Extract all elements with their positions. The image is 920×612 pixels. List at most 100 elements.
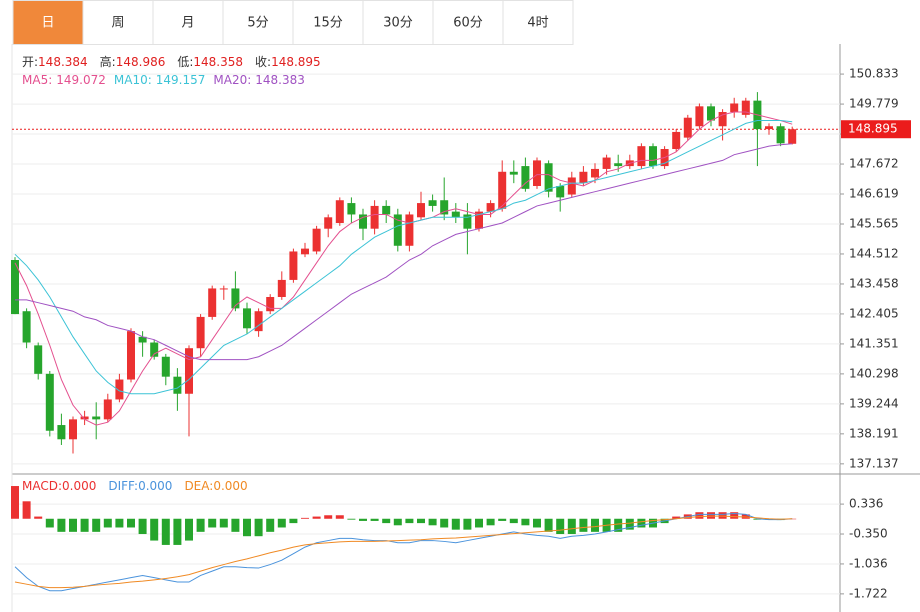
info-name: 高: — [100, 54, 116, 69]
macd-bar — [22, 501, 31, 519]
info-label: 高:148.986 — [100, 54, 166, 69]
candle-body — [11, 259, 19, 315]
candle-body — [776, 126, 785, 144]
legend-label: MA5: 149.072 — [22, 73, 106, 87]
macd-bar — [614, 518, 623, 532]
legend-value: 0.000 — [213, 479, 247, 493]
macd-bar — [718, 512, 727, 519]
candle-body — [92, 416, 101, 420]
macd-line — [14, 515, 793, 589]
macd-bar — [34, 516, 43, 519]
candle-body — [741, 100, 750, 115]
candle-body — [463, 214, 472, 229]
macd-bar — [428, 518, 437, 526]
ma-line — [14, 111, 793, 426]
candle-body — [637, 146, 646, 167]
y-tick-label: 146.619 — [849, 187, 899, 201]
candle-body — [730, 103, 739, 113]
tab[interactable] — [152, 0, 224, 45]
candle-body — [173, 376, 182, 394]
last-price-label: 148.895 — [848, 122, 898, 136]
candle-body — [103, 399, 112, 420]
macd-bar — [463, 518, 472, 530]
candle-body — [138, 336, 147, 343]
y-tick-label: 138.191 — [849, 426, 899, 440]
tab-label[interactable]: 月 — [181, 16, 194, 31]
legend-label: MACD:0.000 — [22, 479, 96, 493]
candle-body — [614, 163, 623, 167]
legend-label: DEA:0.000 — [184, 479, 247, 493]
ma-line — [14, 120, 793, 395]
candle-body — [451, 211, 460, 218]
candle-body — [289, 251, 298, 280]
candle-body — [301, 248, 309, 255]
info-label: 低:148.358 — [177, 55, 243, 69]
macd-bar — [451, 518, 460, 530]
tab-label[interactable]: 15分 — [313, 16, 343, 31]
candle-body — [486, 203, 495, 212]
tab-label[interactable]: 30分 — [383, 16, 413, 31]
y-tick-label: -0.350 — [849, 527, 888, 541]
candle-body — [707, 106, 715, 121]
candle-body — [649, 146, 657, 167]
candle-body — [324, 217, 333, 229]
tab-label[interactable]: 60分 — [453, 16, 483, 31]
tab[interactable] — [82, 0, 154, 45]
tab[interactable] — [292, 0, 364, 45]
macd-bar — [579, 518, 588, 532]
candle-body — [57, 425, 66, 440]
candle-body — [544, 163, 553, 192]
candle-body — [243, 308, 251, 329]
candle-body — [683, 117, 692, 138]
legend-name: MACD: — [22, 479, 62, 493]
candle-body — [428, 200, 437, 206]
macd-bar — [127, 518, 135, 528]
tab-label[interactable]: 日 — [41, 16, 54, 31]
macd-bar — [208, 518, 217, 528]
macd-bar — [695, 512, 704, 519]
y-tick-label: -1.722 — [849, 586, 888, 600]
candle-body — [254, 311, 263, 332]
tab[interactable] — [432, 0, 504, 45]
macd-bar — [370, 518, 379, 521]
macd-bar — [625, 518, 634, 530]
legend-name: DIFF: — [108, 479, 138, 493]
info-value: 148.384 — [38, 55, 88, 69]
macd-bar — [45, 518, 54, 528]
candle-body — [115, 379, 124, 400]
candle-body — [521, 166, 530, 189]
candle-body — [266, 296, 275, 312]
tab[interactable] — [12, 0, 84, 45]
tab-label[interactable]: 周 — [111, 16, 124, 31]
macd-bar — [347, 518, 356, 520]
legend-label: MA20: 148.383 — [213, 73, 305, 87]
macd-bar — [115, 518, 124, 528]
macd-bar — [277, 518, 286, 528]
last-price-box — [841, 120, 911, 139]
macd-bar — [730, 512, 739, 519]
candle-body — [718, 112, 727, 127]
tab[interactable] — [502, 0, 574, 45]
legend-name: DEA: — [184, 479, 213, 493]
legend-name: MA5: — [22, 73, 52, 87]
tab-label[interactable]: 4时 — [527, 16, 548, 31]
candle-body — [150, 342, 159, 357]
candle-body — [34, 345, 43, 374]
macd-bar — [196, 518, 205, 532]
y-tick-label: 139.244 — [849, 396, 899, 410]
candle-body — [347, 203, 356, 215]
macd-bar — [289, 518, 298, 524]
legend-name: MA20: — [213, 73, 251, 87]
candle-body — [788, 129, 797, 144]
y-tick-label: 147.672 — [849, 157, 899, 171]
candle-body — [509, 171, 518, 175]
tab[interactable] — [362, 0, 434, 45]
macd-bar — [103, 518, 112, 528]
info-name: 收: — [255, 55, 271, 69]
macd-bar — [185, 518, 193, 541]
macd-bar — [219, 518, 228, 528]
tab-label[interactable]: 5分 — [247, 16, 268, 31]
